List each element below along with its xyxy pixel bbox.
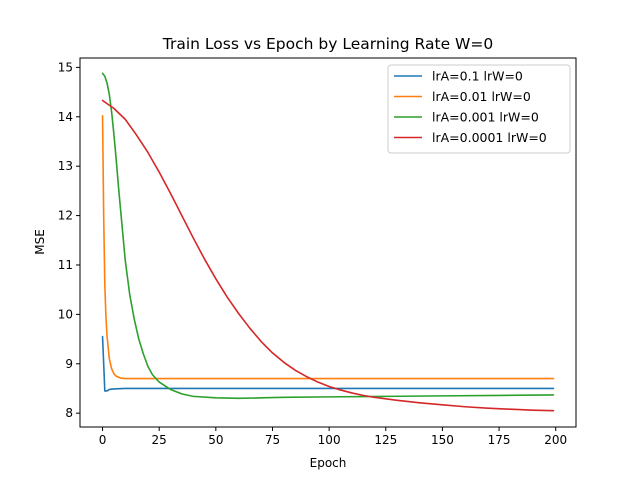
x-tick-label: 150 [431,433,454,447]
series-line-2 [101,72,555,400]
legend-items: lrA=0.1 lrW=0 lrA=0.01 lrW=0 lrA=0.001 lrW… [394,69,547,145]
x-tick-label: 200 [544,433,567,447]
x-tick-label: 0 [99,433,107,447]
x-axis-ticks: 0 25 50 75 100 125 150 175 200 [99,427,567,447]
x-tick-label: 75 [265,433,280,447]
series-line-3 [101,99,555,412]
plot-area [79,57,577,428]
series-lines [101,72,555,412]
x-tick-label: 25 [152,433,167,447]
y-tick-label: 11 [58,258,73,272]
y-tick-label: 10 [58,307,73,321]
legend-label-0: lrA=0.1 lrW=0 [432,69,523,84]
y-tick-label: 9 [65,357,73,371]
legend-label-1: lrA=0.01 lrW=0 [432,89,531,104]
y-tick-label: 8 [65,406,73,420]
legend-box [387,64,571,154]
y-tick-label: 15 [58,60,73,74]
legend-label-3: lrA=0.0001 lrW=0 [432,130,547,145]
y-axis-label: MSE [33,229,47,255]
x-axis-label: Epoch [310,456,347,470]
series-line-1 [101,115,555,380]
y-axis-ticks: 8 9 10 11 12 13 14 15 [58,60,80,420]
y-tick-label: 12 [58,209,73,223]
chart-title: Train Loss vs Epoch by Learning Rate W=0 [162,35,493,53]
x-tick-label: 125 [374,433,397,447]
legend: lrA=0.1 lrW=0 lrA=0.01 lrW=0 lrA=0.001 lrW… [387,64,571,154]
plot-frame [79,57,577,428]
y-tick-label: 13 [58,159,73,173]
y-tick-label: 14 [58,110,73,124]
x-tick-label: 175 [488,433,511,447]
legend-label-2: lrA=0.001 lrW=0 [432,110,539,125]
x-tick-label: 50 [208,433,223,447]
series-line-0 [101,335,555,392]
x-tick-label: 100 [318,433,341,447]
